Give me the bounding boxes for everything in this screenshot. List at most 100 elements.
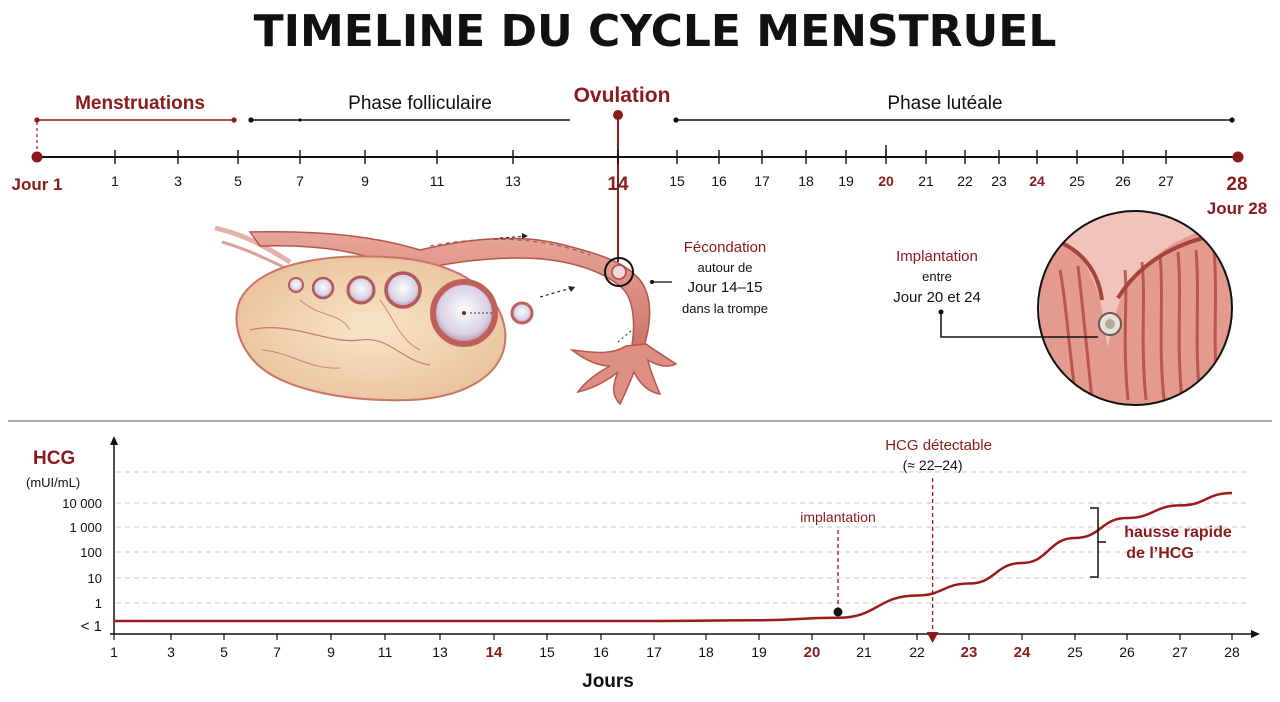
fecondation-line2: Jour 14–15 (687, 279, 762, 296)
phase-ovulation-label: Ovulation (574, 84, 671, 107)
follicular-mid-dot (298, 118, 302, 122)
y-tick-label: 10 (88, 571, 102, 586)
phase-brackets (34, 110, 1235, 262)
y-tick-label: < 1 (81, 618, 102, 635)
x-tick-label: 16 (593, 644, 609, 660)
ovary-tube-illustration (214, 225, 678, 406)
x-tick-label: 1 (110, 644, 118, 660)
x-tick-label: 22 (909, 644, 925, 660)
fimbriae (569, 343, 678, 406)
timeline-tick-label: 16 (711, 173, 727, 189)
follicle-2 (311, 276, 335, 300)
x-tick-label: 17 (646, 644, 662, 660)
timeline-tick-label: 27 (1158, 173, 1174, 189)
y-tick-label: 1 (95, 596, 102, 611)
fertilization-marker (604, 257, 634, 287)
menstruations-end-dot (231, 117, 237, 123)
rise-bracket (1090, 507, 1106, 578)
rise-label-line1: hausse rapide (1124, 524, 1232, 541)
x-tick-label: 7 (273, 644, 281, 660)
timeline-tick-label: 24 (1029, 173, 1045, 189)
detectable-marker-sublabel: (≈ 22–24) (903, 457, 963, 473)
page-title: TIMELINE DU CYCLE MENSTRUEL (253, 6, 1057, 57)
rise-label-line2: de l’HCG (1126, 545, 1194, 562)
timeline-start-label: Jour 1 (11, 175, 62, 194)
implantation-title: Implantation (896, 248, 978, 265)
x-axis-label: Jours (582, 671, 634, 692)
timeline-end-dot (1232, 151, 1244, 163)
x-tick-label: 20 (804, 644, 821, 661)
follicle-4 (384, 271, 422, 309)
implantation-marker-label: implantation (800, 509, 876, 525)
implantation-line1: entre (922, 269, 952, 284)
timeline-tick-label: 15 (669, 173, 685, 189)
y-axis-label: HCG (33, 448, 75, 469)
timeline-tick-label: 17 (754, 173, 770, 189)
fecondation-title: Fécondation (684, 239, 767, 256)
phase-follicular-label: Phase folliculaire (348, 93, 492, 114)
x-tick-label: 3 (167, 644, 175, 660)
x-axis-arrow (1251, 630, 1260, 638)
x-tick-label: 9 (327, 644, 335, 660)
x-tick-label: 28 (1224, 644, 1240, 660)
timeline-tick-label: 14 (607, 174, 629, 195)
y-ticks: 10 000 1 000 100 10 1 < 1 (62, 496, 102, 635)
follicle-1 (288, 277, 304, 293)
x-tick-label: 15 (539, 644, 555, 660)
implantation-point (833, 607, 843, 617)
timeline-tick-label: 20 (878, 173, 894, 189)
x-tick-label: 26 (1119, 644, 1135, 660)
x-tick-label: 19 (751, 644, 767, 660)
timeline-ticks: 1 3 5 7 9 11 13 14 15 16 17 18 19 20 21 22 23 24 25 26 27 28 (111, 145, 1248, 195)
x-tick-label: 24 (1014, 644, 1031, 661)
timeline-tick-label: 18 (798, 173, 814, 189)
y-axis-arrow (110, 436, 118, 445)
x-tick-label: 18 (698, 644, 714, 660)
x-tick-label: 23 (961, 644, 978, 661)
fecondation-line3: dans la trompe (682, 301, 768, 316)
menstruations-start-dot (34, 117, 40, 123)
timeline-tick-label: 26 (1115, 173, 1131, 189)
timeline-tick-label: 7 (296, 173, 304, 189)
x-tick-label: 14 (486, 644, 503, 661)
x-tick-label: 21 (856, 644, 872, 660)
x-tick-label: 27 (1172, 644, 1188, 660)
timeline-tick-label: 11 (430, 173, 445, 189)
x-tick-label: 11 (378, 644, 393, 660)
detectable-marker-label: HCG détectable (885, 437, 992, 454)
x-tick-label: 5 (220, 644, 228, 660)
timeline-tick-label: 5 (234, 173, 242, 189)
released-oocyte (510, 301, 534, 325)
luteal-start-dot (673, 117, 679, 123)
timeline-tick-label: 3 (174, 173, 182, 189)
luteal-end-dot (1229, 117, 1235, 123)
timeline-tick-label: 9 (361, 173, 369, 189)
y-axis-unit: (mUI/mL) (26, 475, 80, 490)
follicular-start-dot (248, 117, 254, 123)
hcg-series-line (114, 491, 1233, 623)
timeline-start-dot (31, 151, 43, 163)
endometrium-zoom-illustration (938, 210, 1233, 406)
x-tick-label: 13 (432, 644, 448, 660)
implantation-line2: Jour 20 et 24 (893, 289, 981, 306)
timeline-tick-label: 1 (111, 173, 119, 189)
timeline-tick-label: 13 (505, 173, 521, 189)
timeline-tick-label: 21 (918, 173, 934, 189)
y-tick-label: 100 (80, 545, 102, 560)
y-tick-label: 10 000 (62, 496, 102, 511)
chart-grid (116, 471, 1250, 604)
timeline-tick-label: 22 (957, 173, 973, 189)
zoom-circle-outline (1037, 210, 1233, 406)
fecondation-line1: autour de (698, 260, 753, 275)
timeline-tick-label: 25 (1069, 173, 1085, 189)
phase-luteal-label: Phase lutéale (887, 93, 1002, 114)
y-tick-label: 1 000 (69, 520, 102, 535)
x-tick-label: 25 (1067, 644, 1083, 660)
x-ticks: 1 3 5 7 9 11 13 14 15 16 17 18 19 20 21 22 23 24 25 26 27 28 (110, 634, 1240, 661)
timeline-tick-label: 19 (838, 173, 854, 189)
timeline-tick-label: 23 (991, 173, 1007, 189)
timeline-tick-label: 28 (1226, 174, 1247, 195)
chart-markers: implantation HCG détectable (≈ 22–24) hauss… (800, 437, 1232, 643)
